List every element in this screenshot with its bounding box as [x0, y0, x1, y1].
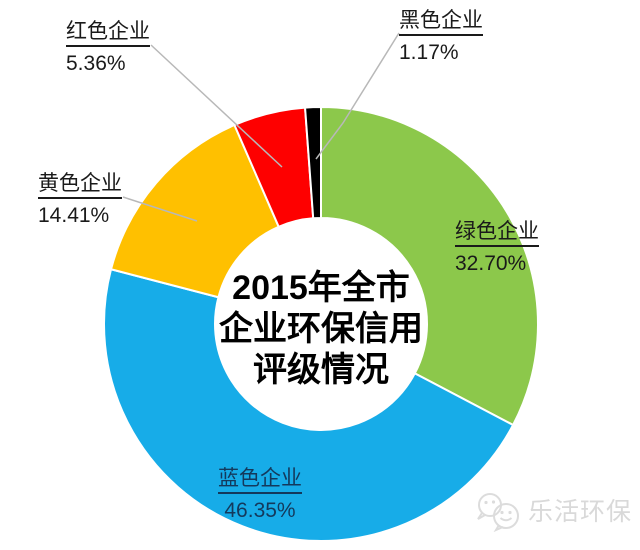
donut-slice-yellow: [110, 124, 280, 299]
donut-slice-green: [320, 106, 539, 426]
slice-label-black-name: 黑色企业: [399, 8, 483, 36]
slice-label-yellow-name: 黄色企业: [38, 171, 122, 199]
watermark-text: 乐活环保: [528, 498, 633, 526]
leader-line-red: [150, 44, 283, 168]
slice-label-black-percent: 1.17%: [399, 41, 459, 64]
leader-line-black: [315, 32, 400, 160]
slice-label-green-name: 绿色企业: [455, 219, 539, 247]
slice-label-blue: 蓝色企业 46.35%: [210, 466, 310, 523]
slice-label-yellow-percent: 14.41%: [38, 204, 110, 227]
chart-center-title: 2015年全市 企业环保信用 评级情况: [198, 268, 444, 391]
chart-center-title-line2: 企业环保信用: [219, 310, 423, 348]
slice-label-yellow: 黄色企业 14.41%: [38, 171, 122, 228]
watermark: 乐活环保: [472, 492, 632, 532]
wechat-icon: [477, 493, 519, 532]
slice-label-green-percent: 32.70%: [455, 252, 527, 275]
slice-label-blue-percent: 46.35%: [224, 499, 296, 522]
slice-label-red-name: 红色企业: [66, 19, 150, 47]
slice-label-blue-name: 蓝色企业: [218, 466, 302, 494]
slice-label-green: 绿色企业 32.70%: [455, 219, 539, 276]
leader-line-yellow: [122, 196, 198, 222]
donut-slice-black: [304, 106, 322, 220]
slice-label-red: 红色企业 5.36%: [66, 19, 150, 76]
slice-label-black: 黑色企业 1.17%: [399, 8, 483, 65]
chart-center-title-line1: 2015年全市: [232, 269, 410, 307]
chart-center-title-line3: 评级情况: [253, 351, 389, 389]
slice-label-red-percent: 5.36%: [66, 52, 126, 75]
donut-slice-blue: [103, 268, 515, 542]
